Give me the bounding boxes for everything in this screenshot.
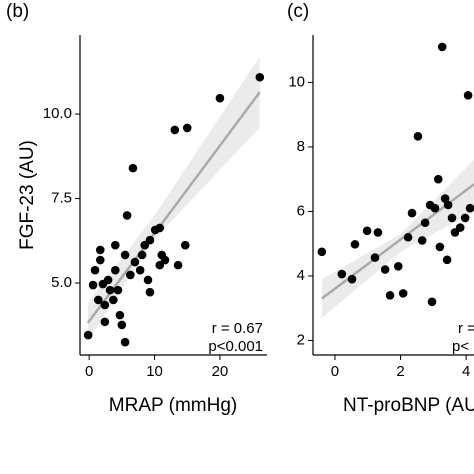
point (90, 265, 100, 275)
point (370, 253, 380, 262)
y-tick-label: 4 (297, 267, 305, 284)
confidence-band (321, 159, 474, 318)
point (115, 310, 125, 320)
point (95, 255, 105, 265)
annotation: r = 0.67 (212, 320, 263, 337)
point (350, 240, 360, 249)
x-tick-label: 2 (396, 363, 404, 380)
point (362, 226, 372, 236)
point (111, 265, 120, 275)
point (215, 93, 225, 103)
point (88, 280, 98, 290)
point (100, 300, 110, 310)
point (403, 232, 413, 242)
point (122, 211, 132, 220)
panel-label: (c) (287, 1, 309, 22)
fit-line (86, 91, 261, 324)
point (393, 261, 403, 271)
point (109, 295, 118, 305)
x-tick-label: 20 (212, 363, 229, 380)
point (98, 279, 108, 289)
point (100, 317, 110, 327)
point (420, 218, 430, 228)
point (460, 213, 470, 223)
x-axis-label: NT-proBNP (AU (343, 395, 474, 416)
point (433, 174, 443, 184)
point (83, 330, 93, 340)
point (128, 163, 138, 173)
annotation: p< (452, 338, 469, 355)
confidence-band (87, 56, 260, 341)
point (126, 270, 135, 280)
point (117, 320, 127, 330)
x-tick-label: 0 (331, 363, 339, 380)
point (398, 289, 408, 298)
point (380, 265, 390, 274)
y-axis-label: FGF-23 (AU) (17, 140, 38, 250)
point (105, 285, 115, 295)
point (437, 42, 447, 52)
point (430, 203, 440, 213)
point (385, 291, 395, 300)
point (137, 250, 147, 260)
point (120, 250, 130, 260)
point (170, 125, 180, 135)
point (463, 91, 473, 100)
point (347, 274, 357, 284)
point (145, 287, 155, 297)
point (143, 275, 153, 285)
x-tick-label: 4 (462, 363, 470, 380)
x-axis-label: MRAP (mmHg) (109, 395, 237, 416)
y-tick-label: 2 (297, 331, 305, 348)
point (317, 247, 327, 257)
point (95, 245, 105, 255)
point (173, 260, 183, 270)
point (111, 240, 120, 250)
panel-label: (b) (6, 1, 29, 22)
y-tick-label: 10 (288, 73, 305, 90)
point (145, 235, 155, 245)
x-tick-label: 10 (146, 363, 163, 380)
point (447, 213, 457, 223)
point (157, 250, 167, 260)
point (255, 72, 265, 82)
y-tick-label: 5.0 (51, 274, 72, 291)
annotation: r = (458, 320, 474, 337)
point (130, 257, 140, 267)
y-tick-label: 7.5 (51, 190, 72, 207)
annotation: p<0.001 (208, 338, 263, 355)
point (180, 240, 190, 250)
point (182, 123, 192, 133)
y-tick-label: 8 (297, 138, 305, 155)
point (113, 285, 123, 295)
point (455, 223, 465, 232)
point (337, 269, 347, 279)
point (427, 297, 437, 307)
point (465, 203, 474, 213)
point (442, 255, 452, 265)
y-tick-label: 10.0 (43, 105, 72, 122)
point (435, 242, 445, 252)
point (440, 194, 450, 203)
point (413, 131, 423, 141)
point (373, 228, 383, 237)
point (155, 223, 165, 233)
y-tick-label: 6 (297, 202, 305, 219)
point (94, 295, 103, 305)
point (135, 265, 145, 275)
x-tick-label: 0 (85, 363, 93, 380)
fit-line (321, 183, 474, 300)
point (407, 208, 417, 218)
point (120, 337, 130, 347)
point (443, 200, 453, 210)
point (417, 236, 427, 245)
